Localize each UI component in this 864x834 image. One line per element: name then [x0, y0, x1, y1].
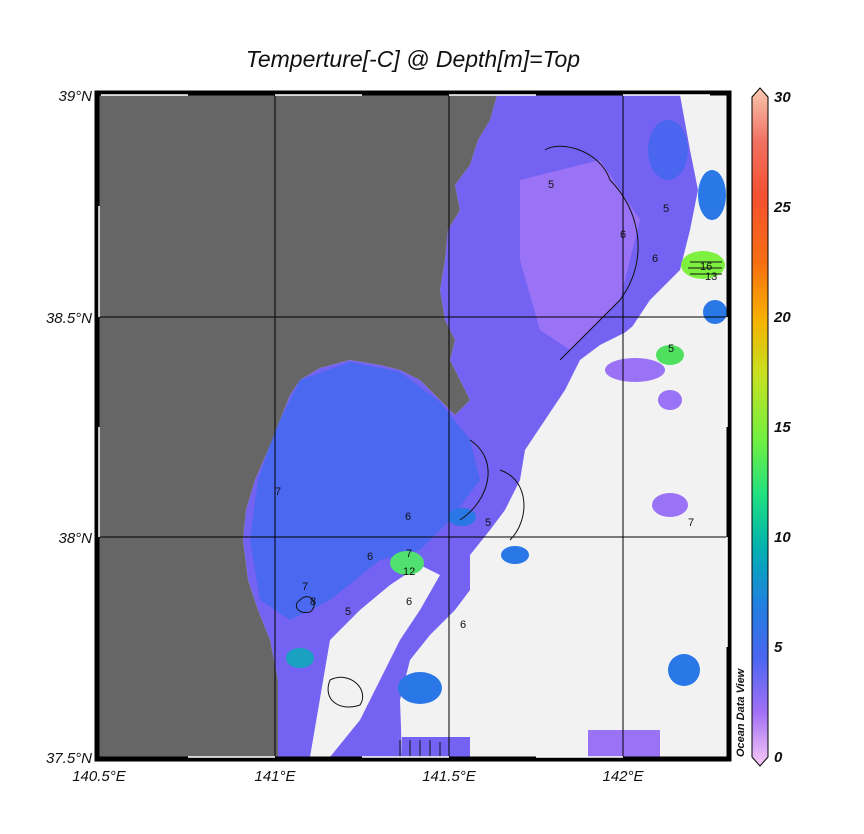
warm-anomaly	[656, 345, 684, 365]
contour-label: 5	[345, 606, 351, 618]
colorbar-tick-label: 5	[774, 639, 783, 656]
contour-label: 6	[367, 551, 373, 563]
warm-anomaly	[681, 251, 725, 279]
offshore-blue-patch	[698, 170, 726, 220]
grid-lines	[99, 95, 727, 757]
colorbar-tick-label: 25	[773, 199, 791, 216]
offshore-blue-patch	[668, 654, 700, 686]
contour-label: 5	[663, 203, 669, 215]
light-purple-patch	[520, 160, 640, 350]
coastal-blue-patch	[398, 672, 442, 704]
colorbar-tick-label: 0	[774, 749, 783, 766]
eastern-no-data	[405, 95, 727, 757]
lon-label-141-5: 141.5°E	[422, 768, 477, 785]
contour-label: 8	[310, 596, 316, 608]
offshore-purple-patch	[658, 390, 682, 410]
offshore-blue-patch	[703, 300, 727, 324]
ocean-data-view-watermark: Ocean Data View	[735, 667, 747, 757]
contour-label: 7	[275, 486, 281, 498]
contour-label: 7	[302, 581, 308, 593]
contour-label: 7	[406, 548, 412, 560]
offshore-purple-patch	[652, 493, 688, 517]
coastal-blue-patch	[286, 648, 314, 668]
contour-label: 5	[548, 179, 554, 191]
lat-label-38-5: 38.5°N	[46, 310, 92, 327]
sendai-bay-warm-water	[250, 362, 480, 620]
lon-label-140-5: 140.5°E	[72, 768, 127, 785]
southern-white-gap	[310, 565, 440, 757]
map-frame	[94, 90, 732, 762]
contour-label: 16	[700, 261, 712, 273]
lon-label-141: 141°E	[254, 768, 296, 785]
contour-label: 12	[403, 566, 415, 578]
lon-label-142: 142°E	[602, 768, 644, 785]
colorbar-tick-label: 30	[774, 89, 791, 106]
warm-anomaly	[390, 551, 424, 575]
offshore-blue-patch	[501, 546, 529, 564]
contour-label: 7	[688, 517, 694, 529]
offshore-blue-patch	[648, 120, 688, 180]
contour-label: 13	[705, 271, 717, 283]
bottom-purple-patch	[588, 730, 660, 757]
contour-label: 6	[652, 253, 658, 265]
colorbar-tick-label: 10	[774, 529, 791, 546]
land	[99, 95, 497, 757]
colorbar	[751, 87, 769, 767]
contour-label: 5	[668, 343, 674, 355]
lat-label-39: 39°N	[58, 88, 92, 105]
lat-label-37-5: 37.5°N	[46, 750, 92, 767]
colorbar-tick-label: 15	[774, 419, 791, 436]
contour-label: 6	[405, 511, 411, 523]
bottom-purple-patch-2	[402, 737, 470, 757]
contour-label: 6	[460, 619, 466, 631]
contour-label: 6	[406, 596, 412, 608]
contour-lines	[295, 145, 722, 757]
contour-label: 5	[485, 517, 491, 529]
colorbar-tick-label: 20	[773, 309, 791, 326]
lat-label-38: 38°N	[58, 530, 92, 547]
map-title: Temperture[-C] @ Depth[m]=Top	[245, 46, 581, 72]
offshore-purple-patch	[605, 358, 665, 382]
